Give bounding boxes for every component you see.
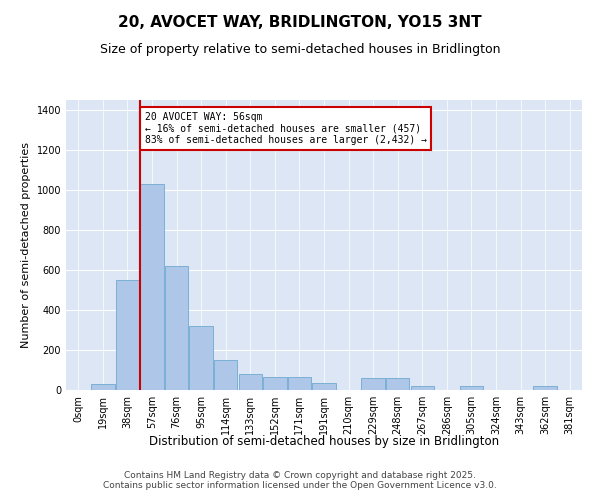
Bar bbox=[140, 184, 164, 390]
Text: 20, AVOCET WAY, BRIDLINGTON, YO15 3NT: 20, AVOCET WAY, BRIDLINGTON, YO15 3NT bbox=[118, 15, 482, 30]
Bar bbox=[460, 386, 483, 390]
Bar bbox=[410, 386, 434, 390]
Text: Contains HM Land Registry data © Crown copyright and database right 2025.
Contai: Contains HM Land Registry data © Crown c… bbox=[103, 470, 497, 490]
Bar bbox=[263, 377, 287, 390]
Text: Distribution of semi-detached houses by size in Bridlington: Distribution of semi-detached houses by … bbox=[149, 435, 499, 448]
Text: 20 AVOCET WAY: 56sqm
← 16% of semi-detached houses are smaller (457)
83% of semi: 20 AVOCET WAY: 56sqm ← 16% of semi-detac… bbox=[145, 112, 427, 145]
Bar bbox=[116, 280, 139, 390]
Bar bbox=[190, 326, 213, 390]
Text: Size of property relative to semi-detached houses in Bridlington: Size of property relative to semi-detach… bbox=[100, 42, 500, 56]
Bar bbox=[313, 383, 335, 390]
Bar bbox=[91, 384, 115, 390]
Y-axis label: Number of semi-detached properties: Number of semi-detached properties bbox=[21, 142, 31, 348]
Bar bbox=[165, 266, 188, 390]
Bar bbox=[214, 360, 238, 390]
Bar bbox=[533, 386, 557, 390]
Bar bbox=[361, 378, 385, 390]
Bar bbox=[288, 377, 311, 390]
Bar bbox=[239, 374, 262, 390]
Bar bbox=[386, 378, 409, 390]
